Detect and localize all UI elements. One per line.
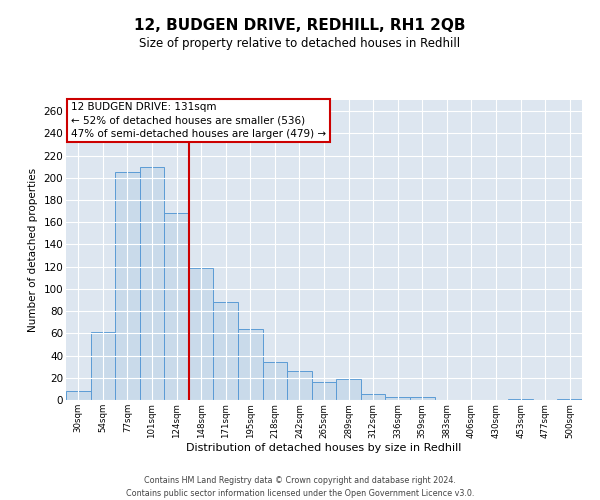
Bar (263, 362, 287, 400)
Bar (557, 399, 582, 400)
Text: Contains HM Land Registry data © Crown copyright and database right 2024.
Contai: Contains HM Land Registry data © Crown c… (126, 476, 474, 498)
Bar (189, 268, 214, 400)
Y-axis label: Number of detached properties: Number of detached properties (28, 168, 38, 332)
Text: Size of property relative to detached houses in Redhill: Size of property relative to detached ho… (139, 38, 461, 51)
Text: 12, BUDGEN DRIVE, REDHILL, RH1 2QB: 12, BUDGEN DRIVE, REDHILL, RH1 2QB (134, 18, 466, 32)
Bar (508, 399, 533, 400)
Bar (312, 382, 336, 400)
Bar (115, 172, 140, 400)
Bar (164, 214, 189, 400)
Bar (410, 396, 434, 400)
Bar (140, 166, 164, 400)
Bar (385, 396, 410, 400)
Bar (287, 371, 312, 400)
Bar (91, 332, 115, 400)
Text: 12 BUDGEN DRIVE: 131sqm
← 52% of detached houses are smaller (536)
47% of semi-d: 12 BUDGEN DRIVE: 131sqm ← 52% of detache… (71, 102, 326, 139)
Bar (336, 379, 361, 400)
Bar (214, 302, 238, 400)
Bar (361, 394, 385, 400)
Bar (238, 329, 263, 400)
Bar (66, 391, 91, 400)
X-axis label: Distribution of detached houses by size in Redhill: Distribution of detached houses by size … (187, 443, 461, 453)
